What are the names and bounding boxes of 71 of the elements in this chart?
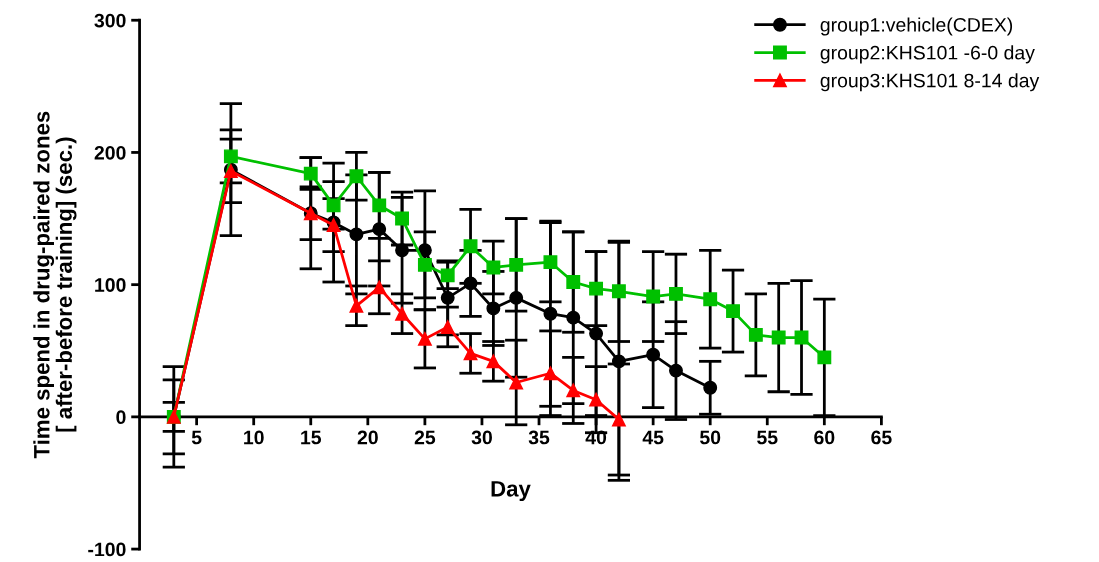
y-tick-label: 0 — [116, 410, 126, 425]
x-tick-label: 10 — [244, 430, 264, 445]
point — [440, 320, 455, 334]
point — [463, 276, 478, 291]
point — [566, 275, 581, 289]
point — [509, 257, 524, 272]
point — [543, 306, 558, 321]
point — [223, 149, 238, 164]
x-tick-label: 35 — [528, 430, 550, 445]
point — [326, 198, 341, 213]
point — [611, 412, 626, 427]
point — [611, 354, 626, 369]
point — [611, 284, 626, 299]
point — [486, 354, 501, 369]
y-tick-label: 100 — [95, 278, 126, 292]
point — [589, 392, 604, 407]
point — [395, 211, 410, 226]
point — [486, 301, 501, 316]
point — [589, 326, 604, 341]
point — [395, 306, 410, 321]
x-tick-label: 25 — [414, 430, 436, 445]
x-axis-title: Day — [491, 481, 531, 502]
point — [669, 363, 683, 378]
x-tick-label: 55 — [757, 430, 778, 445]
y-axis-title: Time spend in drug-paired zones [ after-before training] (sec.) — [33, 111, 77, 459]
point — [646, 347, 661, 362]
y-tick-label: -100 — [88, 542, 126, 557]
y-tick-label: 300 — [94, 13, 126, 28]
point — [417, 243, 432, 258]
point — [589, 281, 604, 296]
point — [303, 166, 318, 181]
point — [349, 227, 364, 242]
point — [372, 222, 387, 237]
legend-label: group2:KHS101 -6-0 day — [820, 45, 1035, 64]
legend-label: group3:KHS101 8-14 day — [820, 73, 1040, 92]
point — [349, 169, 364, 184]
x-tick-label: 5 — [191, 430, 202, 445]
x-tick-label: 20 — [357, 430, 378, 445]
point — [395, 243, 410, 258]
point — [372, 198, 387, 213]
x-tick-label: 45 — [642, 430, 664, 445]
point — [726, 304, 740, 319]
legend-label: group1:vehicle(CDEX) — [820, 17, 1013, 36]
point — [417, 257, 432, 272]
x-tick-label: 50 — [699, 430, 721, 445]
point — [566, 310, 581, 325]
point — [817, 350, 832, 365]
point — [372, 280, 387, 295]
x-tick-label: 65 — [871, 430, 892, 445]
point — [509, 375, 524, 390]
point — [771, 330, 786, 345]
point — [703, 292, 718, 307]
point — [463, 346, 478, 361]
point — [509, 290, 524, 305]
point — [486, 260, 501, 275]
point — [543, 255, 558, 270]
point — [417, 331, 432, 346]
point — [463, 239, 478, 254]
x-tick-label: 60 — [814, 430, 835, 445]
x-tick-label: 30 — [471, 430, 492, 445]
x-tick-label: 15 — [301, 430, 322, 445]
point — [566, 383, 581, 398]
point — [440, 290, 455, 305]
point — [440, 268, 455, 283]
point — [543, 366, 558, 381]
y-tick-label: 200 — [94, 145, 126, 160]
point — [748, 327, 763, 342]
point — [703, 380, 718, 395]
point — [669, 286, 683, 301]
point — [646, 289, 661, 304]
point — [349, 298, 364, 313]
